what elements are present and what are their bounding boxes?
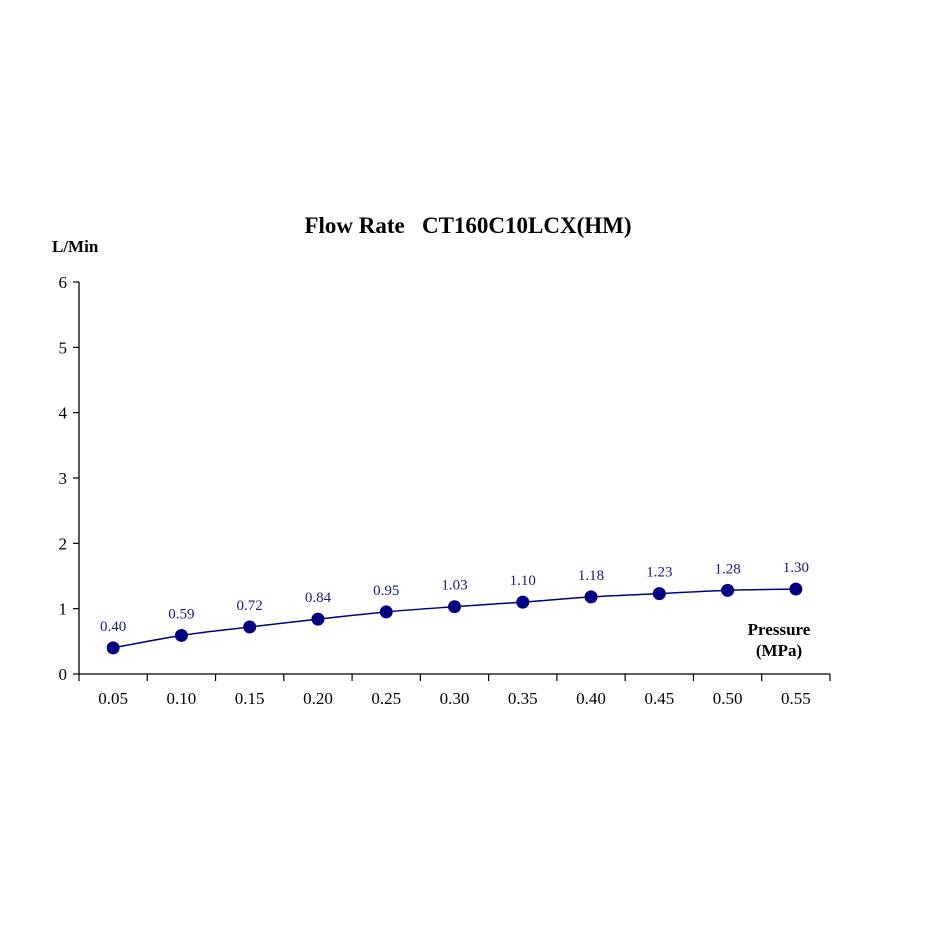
y-tick-label: 4 [59, 404, 68, 423]
x-tick-label: 0.55 [781, 689, 811, 708]
data-point [721, 583, 735, 597]
chart-title: Flow Rate CT160C10LCX(HM) [304, 213, 631, 238]
data-point [243, 620, 257, 634]
data-point [379, 605, 393, 619]
x-axis-unit-label: (MPa) [756, 641, 802, 660]
x-tick-label: 0.45 [644, 689, 674, 708]
data-label: 0.40 [100, 619, 126, 635]
data-labels: 0.40 0.59 0.72 0.84 0.95 1.03 1.10 1.18 1.23 1.28… [100, 560, 809, 635]
x-tick-label: 0.25 [371, 689, 401, 708]
data-label: 0.95 [373, 583, 399, 599]
series-layer [106, 582, 803, 655]
y-axis-label: L/Min [52, 237, 99, 256]
x-tick-label: 0.30 [440, 689, 470, 708]
data-label: 1.23 [646, 565, 672, 581]
series-line [113, 588, 796, 649]
data-label: 0.59 [168, 606, 194, 622]
data-point [174, 628, 188, 642]
data-point [516, 595, 530, 609]
data-label: 1.03 [441, 578, 467, 594]
y-tick-label: 2 [59, 534, 68, 553]
data-point [584, 590, 598, 604]
data-point [311, 612, 325, 626]
x-tick-label: 0.05 [98, 689, 128, 708]
y-tick-label: 5 [59, 338, 68, 357]
data-label: 0.72 [237, 598, 263, 614]
y-tick-label: 0 [59, 665, 68, 684]
data-label: 1.30 [783, 560, 809, 576]
data-label: 1.18 [578, 568, 604, 584]
y-tick-label: 3 [59, 469, 68, 488]
y-tick-label: 1 [59, 600, 68, 619]
x-axis-label: Pressure [748, 620, 811, 639]
data-point [789, 582, 803, 596]
x-tick-label: 0.40 [576, 689, 606, 708]
y-tick-label: 6 [59, 273, 68, 292]
data-point [106, 641, 120, 655]
x-tick-label: 0.15 [235, 689, 265, 708]
data-label: 0.84 [305, 590, 332, 606]
data-point [652, 587, 666, 601]
data-label: 1.28 [714, 561, 740, 577]
x-tick-label: 0.20 [303, 689, 333, 708]
data-point [448, 600, 461, 614]
x-tick-label: 0.35 [508, 689, 538, 708]
x-tick-label: 0.10 [167, 689, 197, 708]
data-label: 1.10 [510, 573, 536, 589]
x-tick-label: 0.50 [713, 689, 743, 708]
